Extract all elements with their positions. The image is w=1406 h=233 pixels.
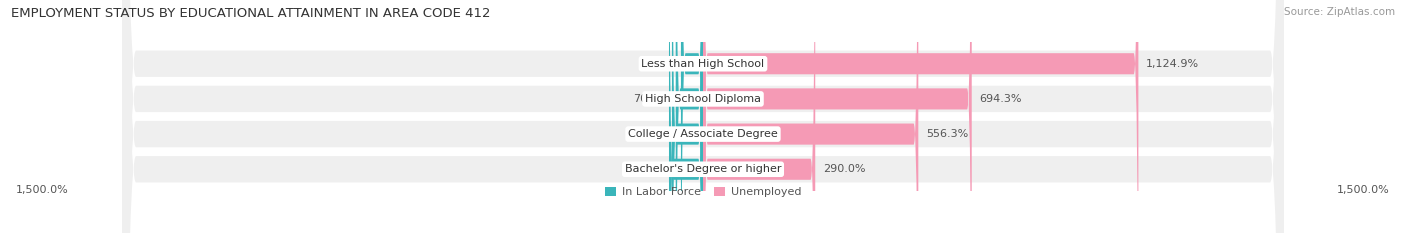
Text: 694.3%: 694.3% [980, 94, 1022, 104]
Legend: In Labor Force, Unemployed: In Labor Force, Unemployed [605, 187, 801, 197]
FancyBboxPatch shape [676, 0, 703, 233]
Text: 57.0%: 57.0% [638, 59, 673, 69]
Text: 556.3%: 556.3% [927, 129, 969, 139]
Text: 1,500.0%: 1,500.0% [1337, 185, 1391, 195]
FancyBboxPatch shape [681, 0, 703, 233]
FancyBboxPatch shape [703, 0, 918, 233]
Text: 290.0%: 290.0% [823, 164, 866, 174]
Text: 87.9%: 87.9% [626, 164, 661, 174]
Text: EMPLOYMENT STATUS BY EDUCATIONAL ATTAINMENT IN AREA CODE 412: EMPLOYMENT STATUS BY EDUCATIONAL ATTAINM… [11, 7, 491, 20]
Text: High School Diploma: High School Diploma [645, 94, 761, 104]
FancyBboxPatch shape [703, 0, 815, 233]
FancyBboxPatch shape [669, 0, 703, 233]
FancyBboxPatch shape [122, 0, 1284, 233]
Text: 1,124.9%: 1,124.9% [1146, 59, 1199, 69]
Text: 1,500.0%: 1,500.0% [15, 185, 69, 195]
Text: College / Associate Degree: College / Associate Degree [628, 129, 778, 139]
Text: Source: ZipAtlas.com: Source: ZipAtlas.com [1284, 7, 1395, 17]
FancyBboxPatch shape [703, 0, 972, 233]
FancyBboxPatch shape [122, 0, 1284, 233]
FancyBboxPatch shape [703, 0, 1139, 233]
Text: 80.3%: 80.3% [628, 129, 664, 139]
FancyBboxPatch shape [122, 0, 1284, 233]
Text: Less than High School: Less than High School [641, 59, 765, 69]
FancyBboxPatch shape [122, 0, 1284, 233]
Text: 70.5%: 70.5% [633, 94, 668, 104]
FancyBboxPatch shape [672, 0, 703, 233]
Text: Bachelor's Degree or higher: Bachelor's Degree or higher [624, 164, 782, 174]
